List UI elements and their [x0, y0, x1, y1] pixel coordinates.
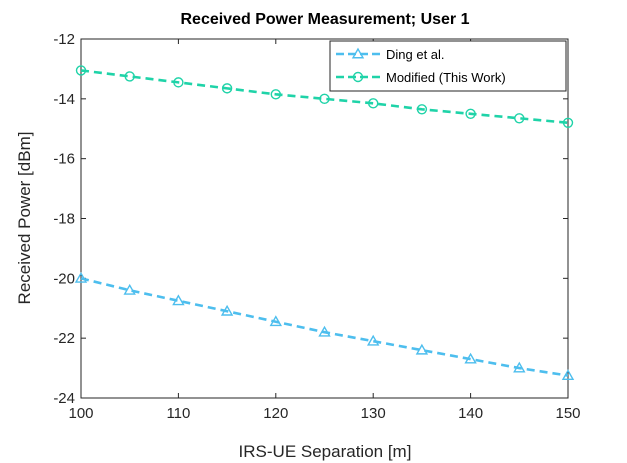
- data-point: [220, 304, 234, 316]
- data-point: [173, 77, 184, 88]
- legend-swatch-marker: [351, 47, 365, 59]
- data-point: [368, 98, 379, 109]
- data-point: [124, 71, 135, 82]
- data-point: [75, 65, 87, 76]
- y-axis: -24 -22 -20 -18 -16 -14 -12: [53, 31, 568, 407]
- x-tick-label: 130: [361, 405, 386, 422]
- legend-label: Ding et al.: [386, 47, 445, 62]
- y-tick-label: -12: [53, 31, 75, 48]
- data-point: [514, 113, 525, 124]
- x-tick-label: 100: [68, 405, 93, 422]
- y-axis-label: Received Power [dBm]: [15, 132, 34, 305]
- data-point: [366, 334, 380, 346]
- series-line: [80, 69, 569, 125]
- series-2: [75, 65, 574, 128]
- legend-label: Modified (This Work): [386, 70, 506, 85]
- legend-item: Ding et al.: [336, 47, 445, 62]
- x-axis-label: IRS-UE Separation [m]: [239, 442, 412, 461]
- legend-item: Modified (This Work): [336, 70, 506, 85]
- plot-area: [80, 38, 569, 399]
- y-tick-label: -20: [53, 270, 75, 287]
- data-point: [416, 104, 428, 115]
- data-point: [465, 108, 476, 119]
- legend-box: [329, 40, 567, 92]
- y-tick-label: -18: [53, 211, 75, 228]
- x-tick-label: 140: [458, 405, 483, 422]
- series-layer: [74, 65, 575, 381]
- data-point: [74, 271, 88, 283]
- x-tick-label: 120: [263, 405, 288, 422]
- chart-title: Received Power Measurement; User 1: [180, 11, 469, 28]
- y-tick-label: -16: [53, 151, 75, 168]
- legend: Ding et al. Modified (This Work): [329, 40, 567, 92]
- data-point: [269, 315, 283, 327]
- data-point: [513, 361, 526, 373]
- data-point: [270, 89, 281, 100]
- series-line: [80, 277, 569, 377]
- data-point: [562, 117, 574, 128]
- data-point: [123, 283, 136, 295]
- data-point: [172, 294, 185, 306]
- x-tick-label: 150: [555, 405, 580, 422]
- series-1: [74, 271, 575, 381]
- data-point: [464, 352, 477, 364]
- y-tick-label: -24: [53, 390, 75, 407]
- legend-swatch-marker: [352, 71, 364, 83]
- y-tick-label: -22: [53, 330, 75, 347]
- data-point: [319, 93, 330, 105]
- data-point: [415, 343, 429, 355]
- x-tick-label: 110: [166, 405, 190, 422]
- y-tick-label: -14: [53, 91, 75, 108]
- data-point: [561, 369, 575, 381]
- data-point: [221, 83, 233, 94]
- data-point: [318, 325, 331, 337]
